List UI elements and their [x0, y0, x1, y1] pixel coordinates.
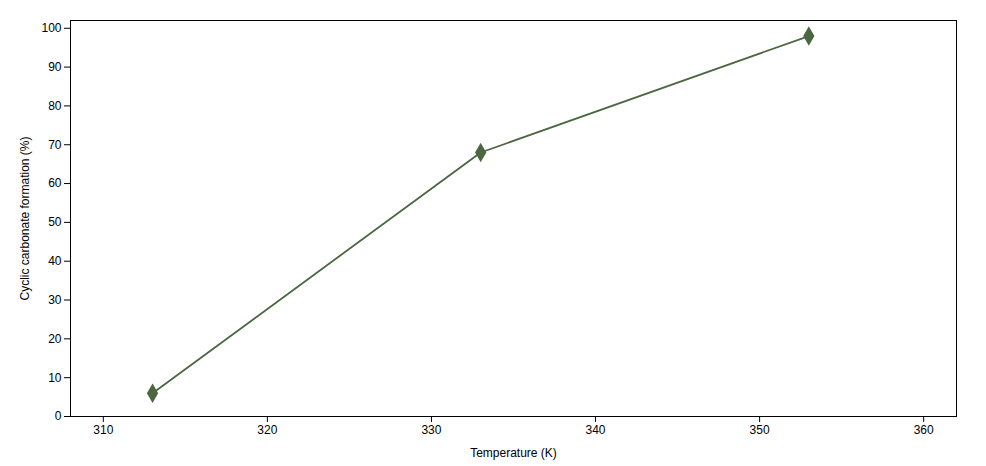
svg-text:0: 0 — [55, 409, 62, 423]
svg-text:80: 80 — [48, 99, 62, 113]
svg-text:320: 320 — [257, 423, 277, 437]
svg-text:340: 340 — [586, 423, 606, 437]
svg-text:330: 330 — [421, 423, 441, 437]
svg-text:30: 30 — [48, 293, 62, 307]
svg-text:350: 350 — [750, 423, 770, 437]
svg-text:20: 20 — [48, 332, 62, 346]
svg-text:10: 10 — [48, 371, 62, 385]
svg-text:90: 90 — [48, 60, 62, 74]
svg-text:Cyclic carbonate formation (%): Cyclic carbonate formation (%) — [18, 136, 32, 300]
svg-text:100: 100 — [41, 21, 61, 35]
svg-text:310: 310 — [93, 423, 113, 437]
svg-text:40: 40 — [48, 254, 62, 268]
svg-text:50: 50 — [48, 215, 62, 229]
svg-text:Temperature (K): Temperature (K) — [470, 446, 557, 460]
svg-text:60: 60 — [48, 176, 62, 190]
svg-text:360: 360 — [914, 423, 934, 437]
svg-text:70: 70 — [48, 138, 62, 152]
